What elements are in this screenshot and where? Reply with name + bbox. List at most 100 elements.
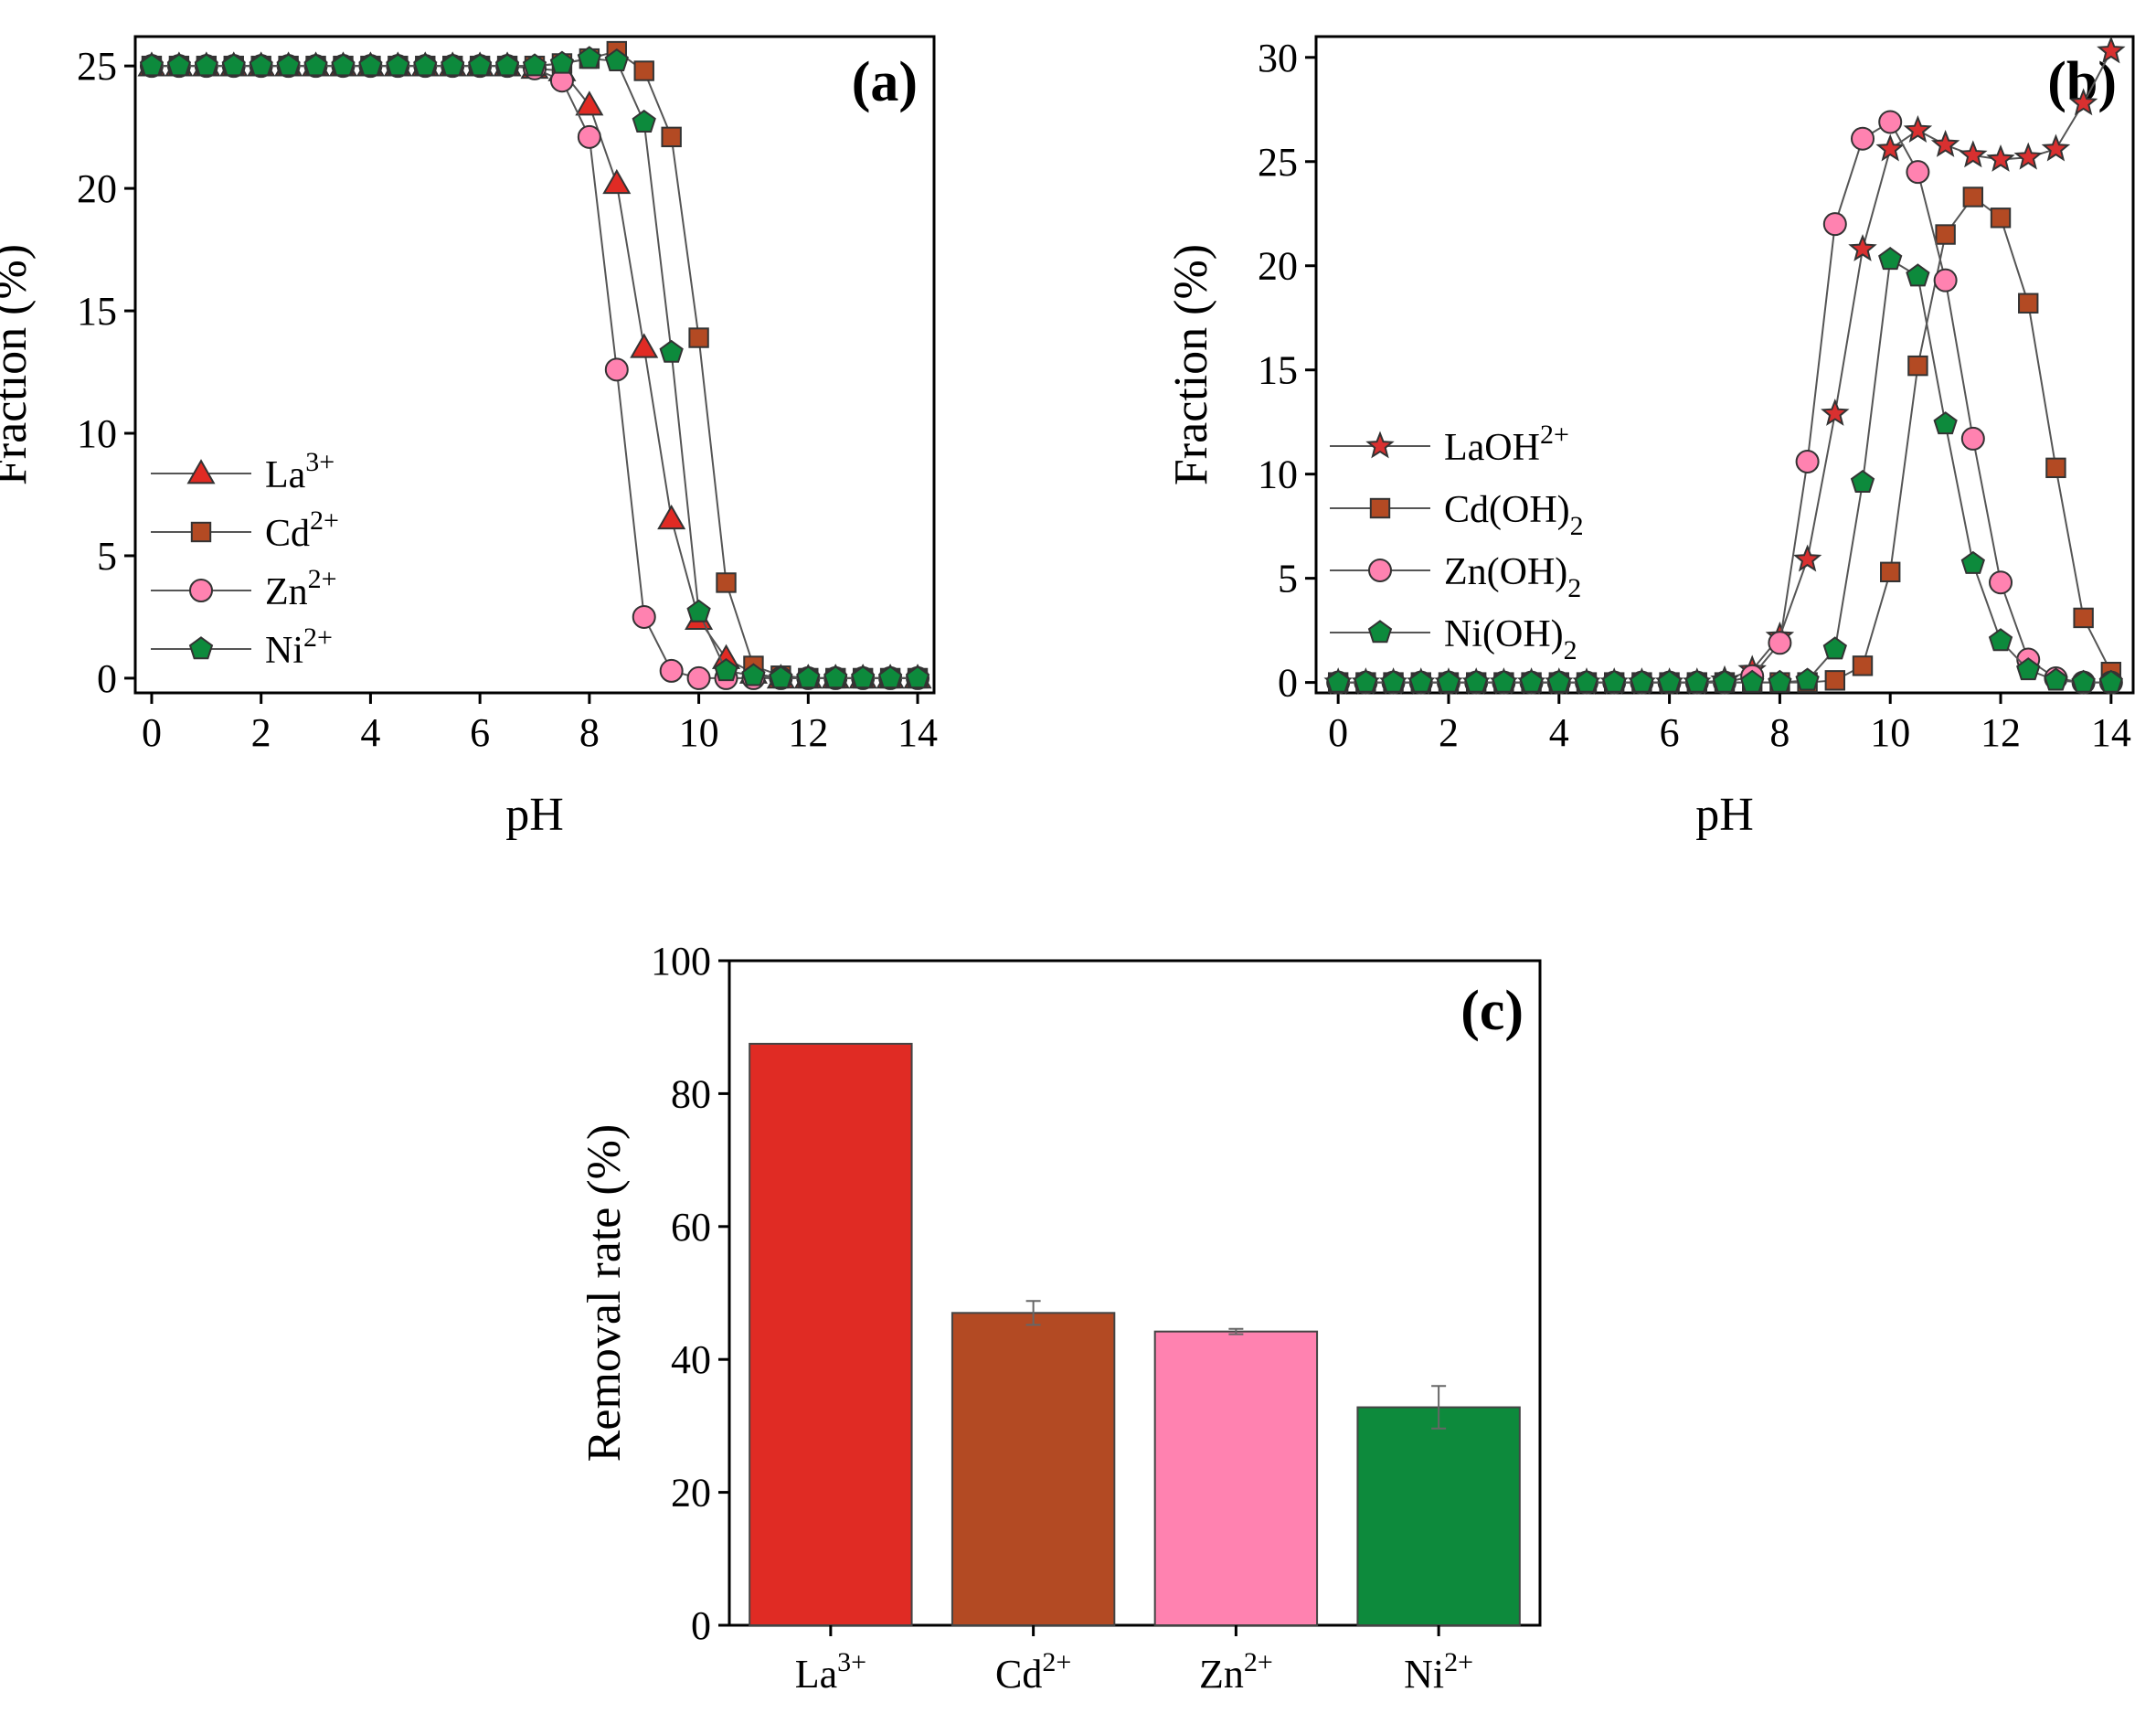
bar-La: [749, 1042, 913, 1626]
legend-label: Cd(OH)2: [1444, 489, 1584, 541]
data-point: [1546, 669, 1571, 693]
x-tick-label: 4: [1549, 710, 1569, 755]
data-point: [1903, 115, 1933, 143]
legend-label: Zn2+: [265, 564, 337, 613]
bar-Cd: [951, 1312, 1116, 1627]
data-point: [632, 109, 656, 133]
data-point: [657, 504, 686, 530]
data-point: [577, 46, 602, 69]
legend-label-base: Ni: [265, 630, 303, 672]
legend-label-base: Cd(OH): [1444, 489, 1570, 531]
x-tick-label: 12: [788, 710, 828, 755]
data-point: [577, 124, 601, 149]
data-point: [1907, 355, 1928, 377]
x-tick-label: La3+: [795, 1647, 866, 1697]
data-point: [1822, 636, 1847, 660]
data-point: [1436, 669, 1461, 693]
x-tick-label: Ni2+: [1404, 1647, 1473, 1697]
x-tick-label: 6: [470, 710, 490, 755]
data-point: [1960, 426, 1985, 451]
x-tick-label: 4: [360, 710, 380, 755]
x-tick-label: 0: [142, 710, 162, 755]
data-point: [2016, 657, 2041, 681]
y-tick-label: 40: [671, 1337, 711, 1382]
x-tick-label: 2: [1439, 710, 1459, 755]
data-point: [1740, 669, 1765, 693]
data-point: [714, 658, 738, 682]
x-tick-label: 6: [1660, 710, 1680, 755]
data-point: [276, 53, 301, 77]
data-point: [686, 665, 711, 690]
x-tick-label: 14: [897, 710, 938, 755]
data-point: [1792, 544, 1822, 572]
data-point: [1988, 628, 2013, 652]
legend: LaOH2+Cd(OH)2Zn(OH)2Ni(OH)2: [1330, 420, 1584, 665]
data-point: [249, 53, 273, 77]
legend-label-superscript: 2+: [1540, 420, 1569, 450]
legend-label-superscript: 3+: [305, 447, 335, 477]
x-tick-label: 10: [1870, 710, 1910, 755]
y-tick-label: 15: [77, 289, 117, 334]
data-point: [549, 50, 575, 74]
data-point: [358, 53, 383, 77]
data-point: [1960, 550, 1985, 574]
legend-marker: [188, 636, 214, 660]
data-point: [905, 665, 930, 689]
legend-label: LaOH2+: [1444, 420, 1569, 469]
legend-label: Ni2+: [265, 622, 333, 672]
data-point: [796, 665, 821, 689]
data-point: [1602, 669, 1627, 693]
data-point: [1768, 631, 1792, 655]
data-point: [2073, 607, 2094, 629]
data-point: [1880, 561, 1901, 582]
x-tick-label-base: Zn: [1199, 1652, 1244, 1697]
bar-Ni: [1356, 1406, 1521, 1626]
y-tick-label: 60: [671, 1205, 711, 1250]
x-tick-label-base: Cd: [995, 1652, 1042, 1697]
legend-label-base: Zn(OH): [1444, 551, 1567, 593]
legend-label-subscript: 2: [1567, 573, 1581, 603]
data-point: [2044, 667, 2068, 691]
data-point: [331, 53, 356, 77]
panel-label: (c): [1460, 980, 1524, 1042]
x-axis-title: pH: [505, 789, 564, 841]
series-Ni: [139, 46, 930, 689]
data-point: [877, 665, 903, 689]
plot-frame: [133, 35, 936, 695]
plot-frame: [728, 959, 1542, 1627]
data-point: [303, 53, 328, 77]
x-tick-label: Zn2+: [1199, 1647, 1273, 1697]
data-point: [604, 48, 629, 71]
x-tick-label-superscript: 2+: [1042, 1647, 1071, 1677]
x-tick-label: 8: [1769, 710, 1790, 755]
legend-label-superscript: 2+: [303, 622, 333, 653]
data-point: [139, 53, 165, 77]
legend-label-base: Zn: [265, 571, 308, 613]
x-tick-label-superscript: 2+: [1444, 1647, 1473, 1677]
legend-marker: [1369, 497, 1391, 519]
y-tick-label: 0: [691, 1603, 711, 1648]
data-point: [166, 53, 192, 77]
data-point: [575, 90, 604, 116]
data-point: [1795, 449, 1820, 473]
data-point: [1990, 207, 2012, 229]
chart-panel-a: 0 2 4 6 8 10 12 14 0 5 10 15 20 25 pH Fraction (%) (a) La…: [0, 35, 938, 841]
y-tick-label: 20: [77, 166, 117, 211]
legend-label-subscript: 2: [1570, 511, 1584, 541]
data-point: [633, 60, 654, 81]
y-tick-label: 0: [1278, 661, 1298, 706]
error-bar: [1431, 1385, 1447, 1430]
legend-label-subscript: 2: [1564, 635, 1577, 665]
data-point: [1875, 133, 1905, 162]
data-point: [823, 665, 848, 689]
y-tick-label: 20: [1258, 244, 1298, 289]
data-point: [661, 126, 682, 148]
legend-marker: [1368, 559, 1392, 582]
y-axis-title: Fraction (%): [0, 244, 37, 485]
legend-label: Zn(OH)2: [1444, 551, 1581, 603]
data-point: [1906, 263, 1930, 287]
series-Ni(OH)2: [1326, 247, 2123, 693]
data-point: [2013, 142, 2043, 170]
data-point: [441, 53, 465, 77]
